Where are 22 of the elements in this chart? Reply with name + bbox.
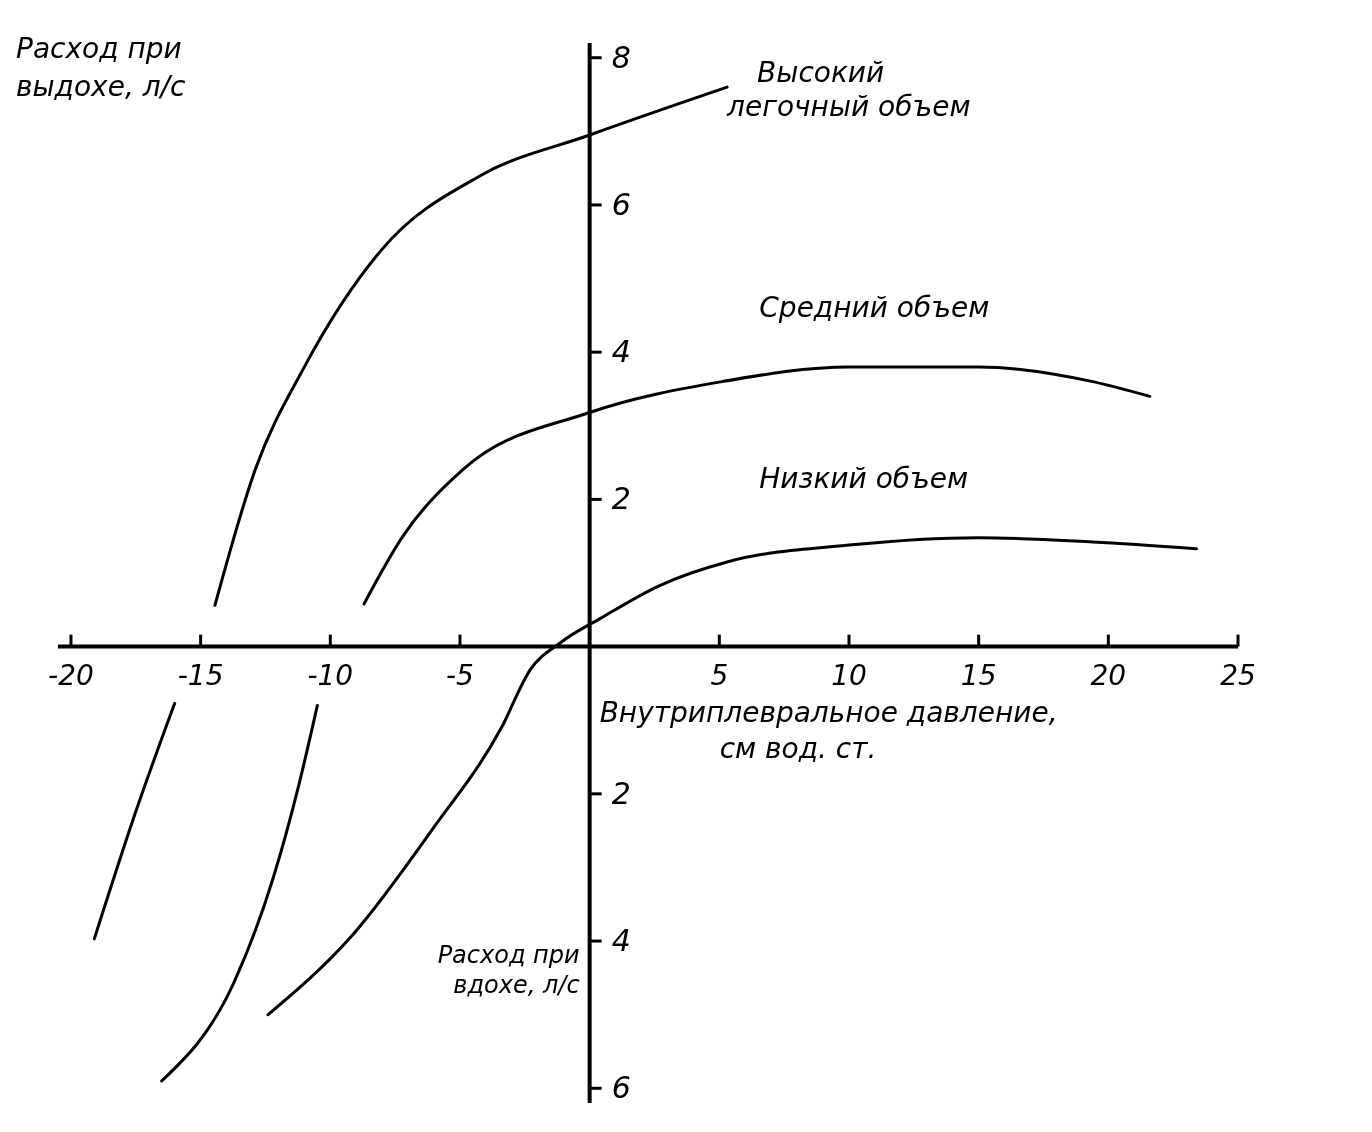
x-tick-label: -10: [307, 658, 354, 692]
y-tick-label: 4: [611, 334, 631, 370]
y-tick-label: 2: [611, 775, 631, 811]
series-label: Низкий объем: [759, 461, 969, 495]
x-tick-label: 25: [1220, 658, 1256, 692]
x-tick-label: 15: [960, 658, 997, 692]
y-tick-label: 4: [611, 923, 631, 959]
annotation: Расход при вдохе, л/с: [437, 941, 580, 1000]
y-axis-title: Расход при выдохе, л/с: [16, 32, 187, 103]
x-tick-label: 20: [1090, 658, 1127, 692]
y-tick-label: 2: [611, 481, 631, 517]
y-tick-label: 6: [611, 186, 631, 222]
x-tick-label: -15: [177, 658, 224, 692]
series-label: Высокий легочный объем: [726, 56, 971, 124]
x-axis-title: Внутриплевральное давление, см вод. ст.: [599, 695, 1058, 765]
x-tick-label: -5: [446, 658, 474, 692]
x-tick-label: -20: [48, 658, 94, 692]
x-tick-label: 10: [831, 658, 867, 692]
y-tick-label: 6: [611, 1070, 631, 1106]
series-label: Средний объем: [759, 290, 990, 324]
y-tick-label: 8: [611, 39, 631, 75]
x-tick-label: 5: [710, 658, 729, 692]
